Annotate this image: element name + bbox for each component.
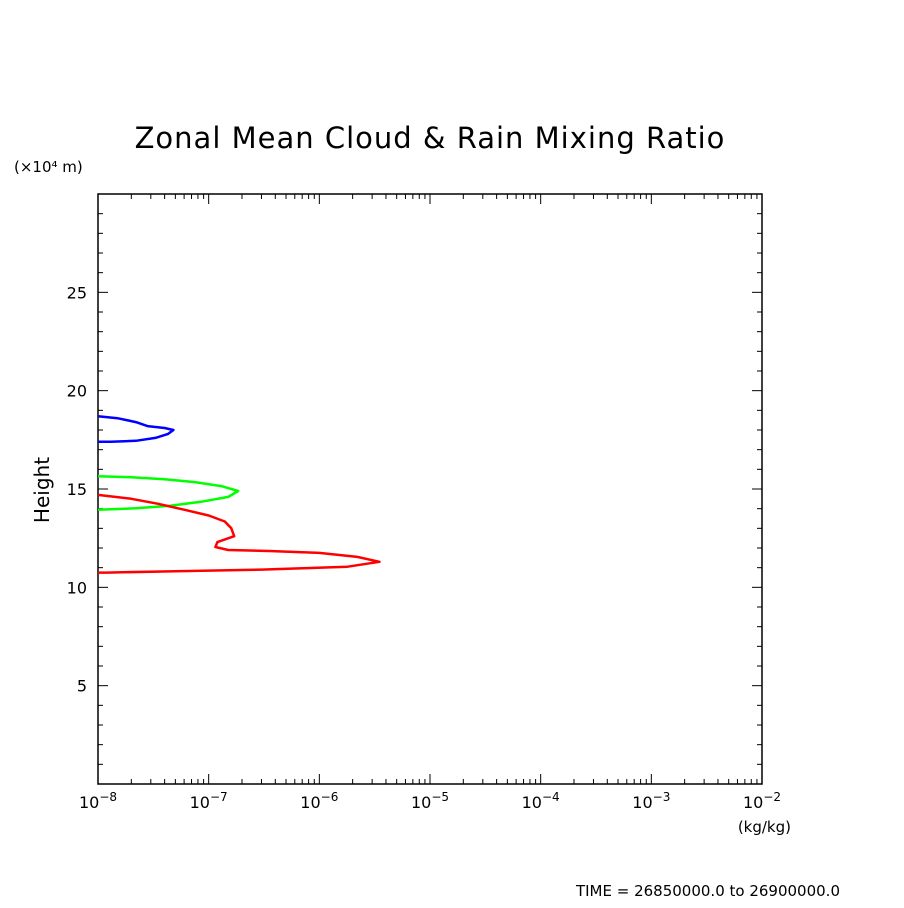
series-line-3 (97, 493, 381, 574)
series-group (97, 414, 381, 574)
x-tick-label: 10−3 (632, 790, 670, 812)
axis-ticks (97, 194, 763, 784)
y-tick-label: 15 (67, 480, 87, 499)
x-unit-label: (kg/kg) (738, 818, 791, 836)
y-tick-label: 10 (67, 578, 87, 597)
x-tick-label: 10−6 (300, 790, 338, 812)
chart-title: Zonal Mean Cloud & Rain Mixing Ratio (135, 121, 726, 155)
y-tick-label: 25 (67, 283, 87, 302)
x-tick-label: 10−4 (522, 790, 560, 812)
series-line-2 (97, 474, 240, 511)
y-unit-label: (×10⁴ m) (14, 158, 83, 176)
x-tick-label: 10−7 (190, 790, 228, 812)
plot-frame (97, 193, 763, 785)
x-tick-labels: 10−8 10−7 10−6 10−5 10−4 10−3 10−2 (79, 790, 781, 812)
x-tick-label: 10−5 (411, 790, 449, 812)
y-tick-label: 20 (67, 382, 87, 401)
x-tick-label: 10−8 (79, 790, 117, 812)
y-axis-label: Height (30, 457, 54, 523)
x-tick-label: 10−2 (743, 790, 781, 812)
series-line-1 (97, 414, 175, 444)
y-tick-labels: 5 10 15 20 25 (67, 283, 87, 695)
y-tick-label: 5 (77, 677, 87, 696)
time-range-label: TIME = 26850000.0 to 26900000.0 (575, 882, 840, 900)
